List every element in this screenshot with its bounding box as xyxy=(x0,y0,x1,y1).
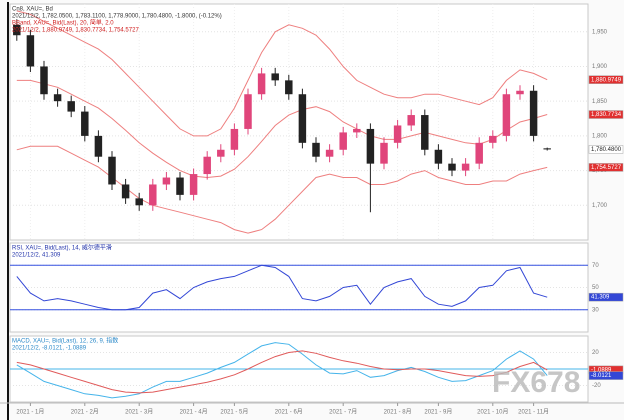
series-line xyxy=(16,264,548,311)
x-tick-label: 2021 - 11月 xyxy=(518,409,549,416)
x-tick-label: 2021 - 3月 xyxy=(125,409,153,416)
y-tick-label: 30 xyxy=(592,307,599,313)
candle-body xyxy=(40,66,48,95)
price-tag-label: 41.309 xyxy=(591,295,610,301)
y-tick-label: 50 xyxy=(592,285,599,291)
legend-text: 2021/12/2, 1,782.0500, 1,783.1100, 1,778… xyxy=(12,14,222,20)
price-tag-label: 1,880.9749 xyxy=(591,77,622,83)
x-tick-label: 2021 - 2月 xyxy=(71,409,99,416)
candle-body xyxy=(298,94,307,143)
candle-body xyxy=(257,73,266,95)
candle-body xyxy=(489,135,497,143)
candle-body xyxy=(502,94,511,136)
candle-body xyxy=(189,174,198,195)
candle-body xyxy=(407,115,415,126)
y-tick-label: 1,950 xyxy=(592,29,608,35)
candle-body xyxy=(53,94,62,102)
x-tick-label: 2021 - 7月 xyxy=(329,409,357,416)
legend-text: RSI, XAU=, Bid(Last), 14, 威尔德平滑 xyxy=(12,244,112,252)
watermark: FX678 xyxy=(492,366,580,399)
price-tag-label: -1.0889 xyxy=(591,367,612,373)
x-tick-label: 2021 - 5月 xyxy=(220,409,248,416)
legend-text: 2021/12/2, 41.309 xyxy=(12,253,61,259)
candle-body xyxy=(176,177,184,195)
candle-body xyxy=(421,115,429,150)
price-tag-label: 1,830.7734 xyxy=(591,112,622,118)
x-tick-label: 2021 - 8月 xyxy=(384,409,412,416)
y-tick-label: 1,900 xyxy=(592,64,608,70)
price-tag xyxy=(588,145,624,154)
candle-body xyxy=(217,149,225,157)
candle-body xyxy=(162,177,171,185)
y-tick-label: 70 xyxy=(592,263,599,269)
candle-body xyxy=(325,149,334,157)
candle-body xyxy=(475,142,483,164)
price-tag-label: -8.0121 xyxy=(591,373,612,379)
price-tag xyxy=(588,110,624,119)
candle-body xyxy=(203,156,211,175)
candle-body xyxy=(121,184,130,199)
candle-body xyxy=(353,128,361,133)
legend-text: Cn8, XAU=, Bd xyxy=(12,7,53,13)
y-tick-label: 20 xyxy=(592,350,599,356)
price-tag xyxy=(588,371,624,380)
y-tick-label: 1,850 xyxy=(592,99,608,105)
y-tick-label: 1,700 xyxy=(592,203,608,209)
candle-body xyxy=(434,149,443,164)
candle-body xyxy=(285,80,293,95)
x-tick-label: 2021 - 1月 xyxy=(16,409,44,416)
candle-body xyxy=(366,128,375,164)
legend-text: BBand, XAU=, Bid(Last), 20, 简单, 2.0 xyxy=(12,19,114,27)
candle-body xyxy=(448,163,456,171)
candle-body xyxy=(461,163,470,171)
legend-text: MACD, XAU=, Bid(Last), 12, 26, 9, 指数 xyxy=(12,337,118,345)
candle-body xyxy=(529,90,538,136)
x-tick-label: 2021 - 10月 xyxy=(477,409,508,416)
candle-body xyxy=(94,135,103,157)
x-tick-label: 2021 - 4月 xyxy=(180,409,208,416)
candle-body xyxy=(312,142,320,157)
candle-body xyxy=(67,101,75,112)
candle-body xyxy=(271,73,279,81)
candle-body xyxy=(135,198,143,206)
price-tag xyxy=(588,75,624,84)
candle-body xyxy=(339,132,347,150)
x-tick-label: 2021 - 6月 xyxy=(275,409,303,416)
legend-text: 2021/12/2, 1,880.9749, 1,830.7734, 1,754… xyxy=(12,28,139,34)
price-tag xyxy=(588,163,624,172)
price-tag xyxy=(588,292,624,302)
candle-body xyxy=(26,35,35,67)
x-tick-label: 2021 - 9月 xyxy=(424,409,452,416)
series-line xyxy=(16,145,548,234)
series-line xyxy=(16,79,548,179)
candle-body xyxy=(149,184,157,206)
y-tick-label: 1,800 xyxy=(592,133,608,139)
y-tick-label: -20 xyxy=(592,383,601,389)
candle-body xyxy=(244,94,252,129)
candle-body xyxy=(81,111,89,136)
series-line xyxy=(16,350,548,394)
candle-body xyxy=(108,156,116,185)
price-tag-label: 1,780.4800 xyxy=(591,147,622,153)
series-line xyxy=(16,342,548,399)
legend-text: 2021/12/2, -8.0121, -1.0889 xyxy=(12,346,87,352)
candle-body xyxy=(13,24,21,36)
candle-body xyxy=(393,125,402,143)
series-line xyxy=(16,10,548,137)
candle-body xyxy=(543,148,551,150)
price-tag-label: 1,754.5727 xyxy=(591,165,622,171)
candle-body xyxy=(516,90,524,95)
candle-body xyxy=(230,128,239,150)
candle-body xyxy=(380,142,388,164)
